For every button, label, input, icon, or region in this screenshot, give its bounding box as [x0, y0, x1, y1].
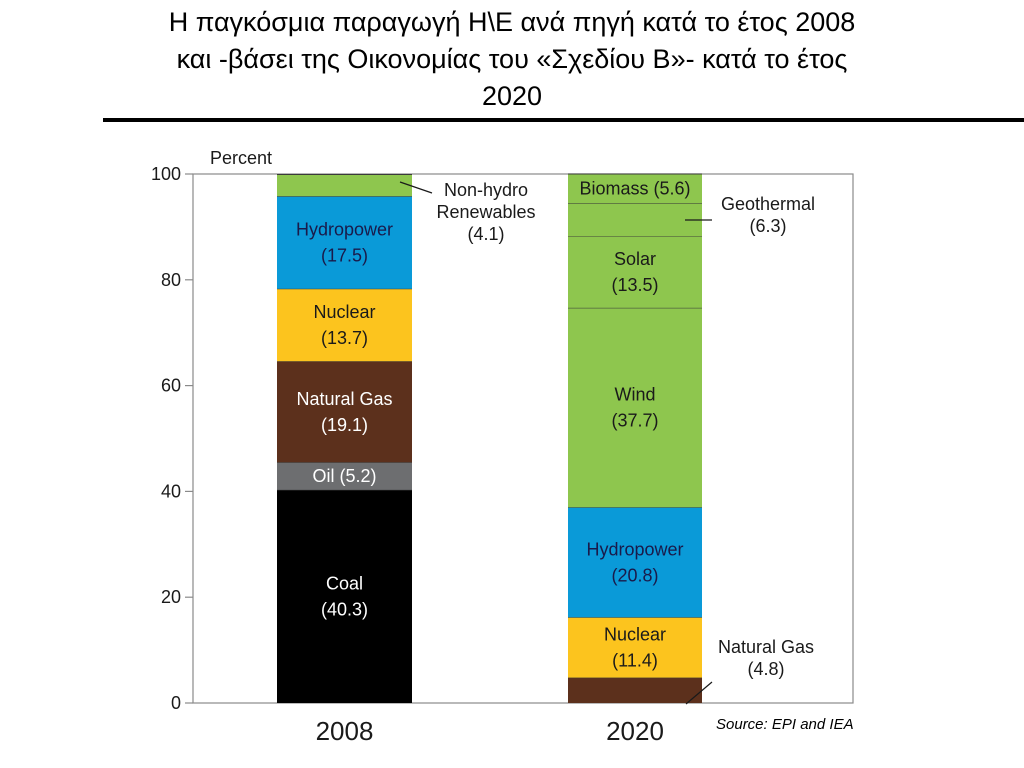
segment-label-2008-coal: Coal: [326, 573, 363, 593]
bar-segment-2008-hydropower: [277, 196, 412, 289]
bar-segment-2020-wind: [568, 307, 702, 508]
y-tick-label: 40: [161, 481, 181, 501]
segment-label-2008-nuclear: Nuclear: [313, 302, 375, 322]
segment-label-2008-coal: (40.3): [321, 599, 368, 619]
callout-label-2008-non-hydro-renewables: Non-hydro: [444, 180, 528, 200]
callout-leader-non-hydro-renewables: [399, 181, 433, 194]
segment-label-2008-natural-gas: (19.1): [321, 415, 368, 435]
segment-label-2020-solar: Solar: [614, 249, 656, 269]
y-tick-label: 20: [161, 587, 181, 607]
bar-segment-2008-coal: [277, 489, 412, 703]
title-line-3: 2020: [481, 81, 543, 111]
bar-segment-2008-oil: [277, 462, 412, 490]
callout-label-2008-non-hydro-renewables: (4.1): [467, 224, 504, 244]
x-category-label-2008: 2008: [316, 716, 374, 746]
bar-segment-2020-biomass: [568, 174, 702, 204]
callout-label-2008-non-hydro-renewables: Renewables: [436, 202, 535, 222]
segment-label-2008-natural-gas: Natural Gas: [296, 389, 392, 409]
y-tick-label: 60: [161, 376, 181, 396]
bar-segment-2020-solar: [568, 236, 702, 308]
segment-label-2008-nuclear: (13.7): [321, 328, 368, 348]
y-axis-label: Percent: [210, 148, 272, 168]
source-note: Source: EPI and IEA: [716, 716, 854, 733]
x-category-label-2020: 2020: [606, 716, 664, 746]
segment-label-2008-hydropower: Hydropower: [296, 220, 393, 240]
segment-label-2020-wind: Wind: [614, 385, 655, 405]
bar-segment-2020-nuclear: [568, 617, 702, 678]
title-line-1: Η παγκόσμια παραγωγή Η\Ε ανά πηγή κατά τ…: [168, 7, 856, 37]
segment-label-2020-nuclear: Nuclear: [604, 624, 666, 644]
bar-segment-2020-natural-gas: [568, 677, 702, 703]
segment-label-2020-biomass: Biomass (5.6): [579, 179, 690, 199]
bar-segment-2020-geothermal: [568, 203, 702, 237]
callout-label-2020-geothermal: (6.3): [749, 216, 786, 236]
segment-label-2020-wind: (37.7): [611, 411, 658, 431]
callout-label-2020-natural-gas: (4.8): [747, 659, 784, 679]
segment-label-2020-hydropower: (20.8): [611, 565, 658, 585]
bar-segment-2020-hydropower: [568, 507, 702, 618]
y-tick-label: 0: [171, 693, 181, 713]
title-line-2: και -βάσει της Οικονομίας του «Σχεδίου Β…: [176, 44, 848, 74]
page-title: Η παγκόσμια παραγωγή Η\Ε ανά πηγή κατά τ…: [40, 4, 984, 115]
bar-segment-2008-natural-gas: [277, 361, 412, 463]
segment-label-2008-hydropower: (17.5): [321, 246, 368, 266]
segment-label-2008-oil: Oil (5.2): [312, 466, 376, 486]
plot-frame: [192, 173, 854, 704]
callout-label-2020-geothermal: Geothermal: [721, 194, 815, 214]
bar-segment-2008-non-hydro-renewables: [277, 174, 412, 197]
y-tick-label: 80: [161, 270, 181, 290]
title-underline-rule: [103, 118, 1024, 122]
segment-label-2020-nuclear: (11.4): [612, 650, 658, 670]
segment-label-2020-hydropower: Hydropower: [586, 539, 683, 559]
callout-label-2020-natural-gas: Natural Gas: [718, 637, 814, 657]
segment-label-2020-solar: (13.5): [611, 275, 658, 295]
bar-segment-2008-nuclear: [277, 288, 412, 362]
callout-leader-natural-gas: [685, 681, 713, 705]
y-tick-label: 100: [151, 164, 181, 184]
